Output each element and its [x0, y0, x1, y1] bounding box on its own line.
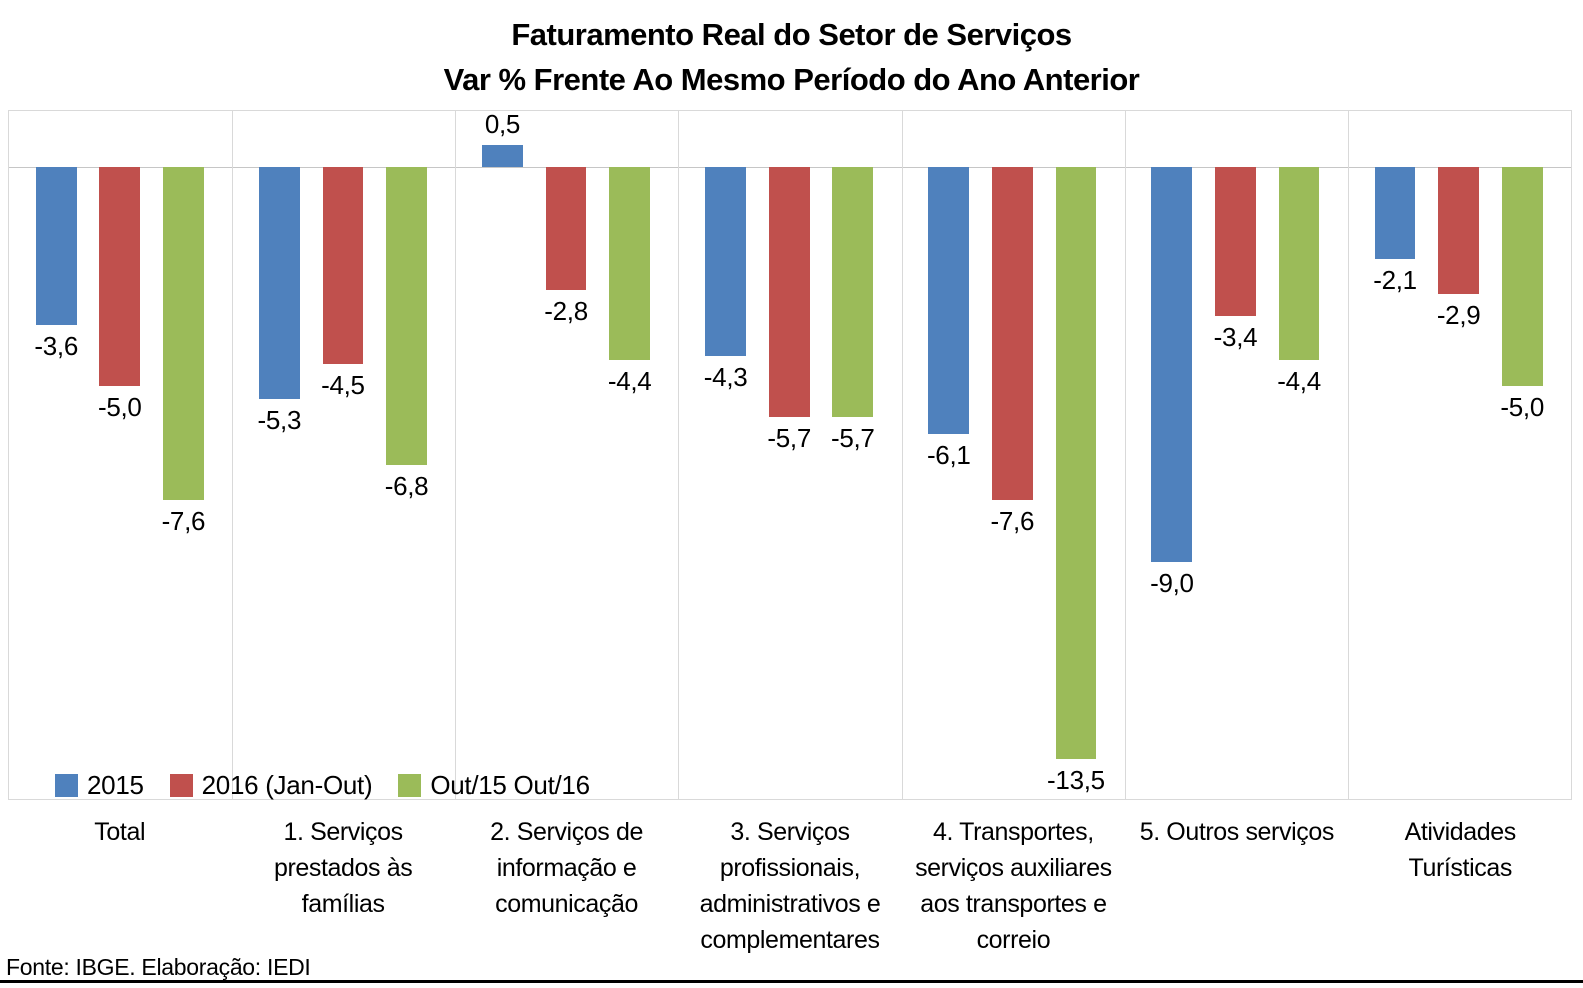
- bar-out-15-out-16-5: [1278, 167, 1320, 360]
- vertical-gridline: [901, 111, 903, 799]
- legend-item-out-15-out-16: Out/15 Out/16: [398, 769, 590, 801]
- legend-item-2015: 2015: [55, 770, 144, 801]
- bar-2015-3: [705, 167, 747, 356]
- legend-label-2016-jan-out: 2016 (Jan-Out): [201, 769, 373, 800]
- bar-value-label-2015-0: -3,6: [34, 330, 78, 361]
- bar-2015-5: [1151, 167, 1193, 562]
- vertical-gridline: [232, 111, 234, 799]
- bar-2015-1: [258, 167, 300, 400]
- bar-value-label-out-15-out-16-4: -13,5: [1047, 764, 1105, 795]
- bar-out-15-out-16-0: [162, 167, 204, 501]
- category-label-1: 1. Serviços prestados às famílias: [273, 818, 413, 918]
- legend: 2015 2016 (Jan-Out) Out/15 Out/16: [55, 770, 590, 800]
- bar-out-15-out-16-3: [832, 167, 874, 417]
- bar-value-label-2016-jan-out-6: -2,9: [1436, 300, 1481, 331]
- bar-2016-jan-out-3: [768, 167, 810, 417]
- bar-group-2: 0,5 -2,8 -4,4: [455, 109, 678, 799]
- bar-value-label-2016-jan-out-0: -5,0: [97, 392, 142, 423]
- bar-out-15-out-16-1: [386, 167, 427, 466]
- bar-value-label-2015-2: 0,5: [484, 109, 521, 140]
- bar-value-label-2015-4: -6,1: [926, 440, 971, 471]
- bar-2016-jan-out-5: [1215, 167, 1256, 317]
- vertical-gridline: [1347, 111, 1349, 799]
- bar-value-label-2015-6: -2,1: [1373, 265, 1417, 296]
- source-note: Fonte: IBGE. Elaboração: IEDI: [6, 954, 311, 980]
- bar-group-3: -4,3 -5,7 -5,7: [678, 111, 901, 799]
- bar-2015-4: [928, 167, 970, 435]
- bar-value-label-2015-3: -4,3: [703, 361, 748, 392]
- bar-value-label-2016-jan-out-4: -7,6: [990, 506, 1035, 537]
- bar-value-label-out-15-out-16-3: -5,7: [830, 422, 875, 453]
- legend-swatch-out-15-out-16: [398, 773, 422, 797]
- bar-2016-jan-out-6: [1438, 167, 1480, 295]
- bar-value-label-2016-jan-out-3: -5,7: [767, 422, 812, 453]
- bottom-rule: [0, 980, 1583, 983]
- bar-value-label-2016-jan-out-2: -2,8: [544, 295, 588, 326]
- category-label-5: 5. Outros serviços: [1139, 818, 1335, 846]
- category-label-6: Atividades Turísticas: [1404, 818, 1517, 882]
- bar-2015-6: [1374, 167, 1416, 260]
- bar-group-6: -2,1 -2,9 -5,0: [1348, 111, 1571, 799]
- bar-group-0: -3,6 -5,0 -7,6: [9, 111, 232, 799]
- bar-value-label-out-15-out-16-2: -4,4: [607, 365, 652, 396]
- bar-out-15-out-16-4: [1055, 167, 1097, 759]
- chart-title-line2: Var % Frente Ao Mesmo Período do Ano Ant…: [443, 62, 1140, 97]
- legend-swatch-2016-jan-out: [169, 773, 193, 797]
- legend-label-2015: 2015: [87, 769, 144, 800]
- legend-label-out-15-out-16: Out/15 Out/16: [430, 769, 590, 800]
- category-label-4: 4. Transportes, serviços auxiliares aos …: [915, 818, 1112, 954]
- bar-2015-2: [482, 145, 523, 167]
- bar-2016-jan-out-1: [322, 167, 364, 365]
- vertical-gridline: [455, 111, 457, 799]
- bar-2016-jan-out-2: [545, 167, 587, 290]
- bar-group-4: -6,1 -7,6 -13,5: [902, 111, 1125, 799]
- bar-group-5: -9,0 -3,4 -4,4: [1125, 111, 1348, 799]
- bar-value-label-2016-jan-out-1: -4,5: [321, 370, 365, 401]
- bar-out-15-out-16-6: [1501, 167, 1543, 387]
- chart-title-line1: Faturamento Real do Setor de Serviços: [511, 17, 1072, 52]
- vertical-gridline: [1124, 111, 1126, 799]
- bar-value-label-out-15-out-16-0: -7,6: [161, 506, 206, 537]
- category-label-2: 2. Serviços de informação e comunicação: [490, 818, 643, 918]
- chart-title: Faturamento Real do Setor de Serviços Va…: [0, 12, 1583, 102]
- bar-2016-jan-out-0: [99, 167, 141, 387]
- bar-out-15-out-16-2: [609, 167, 651, 360]
- bar-value-label-out-15-out-16-6: -5,0: [1500, 392, 1545, 423]
- bar-2015-0: [35, 167, 77, 325]
- category-label-3: 3. Serviços profissionais, administrativ…: [699, 818, 881, 954]
- bar-value-label-2015-5: -9,0: [1150, 567, 1194, 598]
- bar-value-label-out-15-out-16-1: -6,8: [384, 471, 429, 502]
- category-label-0: Total: [94, 818, 146, 846]
- legend-swatch-2015: [55, 773, 78, 797]
- plot-area: -3,6 -5,0 -7,6 -5,3 -4,5 -6,8 0,5 -2,8 -4,4 -4,3-…: [8, 109, 1572, 800]
- bar-group-1: -5,3 -4,5 -6,8: [232, 111, 455, 799]
- vertical-gridline: [678, 111, 680, 799]
- legend-item-2016-jan-out: 2016 (Jan-Out): [169, 769, 373, 801]
- bar-value-label-2016-jan-out-5: -3,4: [1213, 322, 1258, 353]
- bar-value-label-2015-1: -5,3: [257, 405, 302, 436]
- bar-value-label-out-15-out-16-5: -4,4: [1277, 365, 1321, 396]
- bar-2016-jan-out-4: [991, 167, 1033, 501]
- category-axis: Total 1. Serviços prestados às famílias 2.…: [8, 814, 1572, 958]
